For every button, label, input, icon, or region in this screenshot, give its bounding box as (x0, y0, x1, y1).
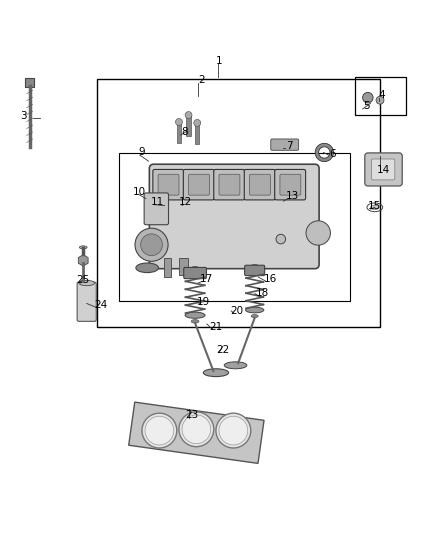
Text: 24: 24 (94, 300, 107, 310)
Text: 5: 5 (363, 101, 369, 111)
Bar (177, 122, 181, 143)
Ellipse shape (251, 314, 258, 318)
FancyBboxPatch shape (184, 169, 214, 200)
Text: 7: 7 (286, 141, 293, 150)
Bar (186, 115, 191, 136)
Text: 9: 9 (138, 148, 145, 157)
Bar (97, 79, 380, 327)
Text: 11: 11 (151, 197, 164, 207)
Circle shape (142, 413, 177, 448)
FancyBboxPatch shape (250, 174, 270, 195)
FancyBboxPatch shape (184, 268, 206, 279)
Circle shape (216, 413, 251, 448)
Circle shape (376, 96, 384, 104)
Text: 16: 16 (264, 273, 277, 284)
Circle shape (182, 415, 211, 443)
FancyBboxPatch shape (244, 169, 275, 200)
Text: 17: 17 (200, 273, 213, 284)
Text: 6: 6 (330, 149, 336, 159)
Bar (164, 258, 171, 277)
Text: 19: 19 (197, 297, 210, 307)
Text: 15: 15 (368, 201, 381, 212)
Circle shape (306, 221, 330, 245)
Text: 2: 2 (198, 75, 205, 85)
Circle shape (141, 234, 162, 256)
Text: 8: 8 (182, 127, 188, 138)
FancyBboxPatch shape (365, 153, 402, 186)
Text: 13: 13 (286, 191, 299, 201)
Circle shape (276, 235, 286, 244)
Text: 25: 25 (77, 276, 90, 286)
Ellipse shape (224, 362, 247, 369)
Polygon shape (129, 402, 264, 463)
FancyBboxPatch shape (271, 139, 299, 150)
Ellipse shape (371, 205, 379, 209)
FancyBboxPatch shape (280, 174, 301, 195)
FancyBboxPatch shape (149, 164, 319, 269)
Text: 12: 12 (178, 197, 192, 207)
Ellipse shape (185, 312, 205, 318)
FancyBboxPatch shape (275, 169, 306, 200)
FancyBboxPatch shape (371, 159, 395, 180)
Circle shape (145, 416, 174, 445)
FancyBboxPatch shape (77, 282, 96, 321)
FancyBboxPatch shape (144, 193, 169, 225)
Circle shape (219, 416, 248, 445)
Circle shape (363, 92, 373, 103)
Circle shape (179, 412, 214, 447)
Bar (195, 123, 199, 144)
Bar (25, 78, 34, 87)
Ellipse shape (79, 280, 95, 286)
Bar (355, 77, 406, 115)
FancyBboxPatch shape (245, 265, 265, 276)
Ellipse shape (246, 307, 264, 313)
Text: 4: 4 (379, 90, 385, 100)
Ellipse shape (191, 266, 199, 271)
Text: 14: 14 (377, 165, 390, 175)
Circle shape (176, 118, 183, 125)
FancyBboxPatch shape (158, 174, 179, 195)
Text: 21: 21 (209, 321, 222, 332)
Ellipse shape (191, 320, 199, 323)
Bar (179, 258, 187, 275)
Text: 20: 20 (231, 306, 244, 316)
Bar (119, 154, 350, 301)
Circle shape (185, 111, 192, 118)
Ellipse shape (203, 369, 229, 377)
Circle shape (194, 119, 201, 126)
Text: 23: 23 (185, 410, 199, 421)
Text: 1: 1 (215, 56, 223, 66)
Wedge shape (315, 143, 333, 161)
FancyBboxPatch shape (214, 169, 245, 200)
FancyBboxPatch shape (219, 174, 240, 195)
Ellipse shape (79, 246, 87, 249)
Text: 22: 22 (216, 345, 229, 355)
Ellipse shape (251, 264, 258, 269)
FancyBboxPatch shape (188, 174, 209, 195)
Text: 10: 10 (133, 187, 146, 197)
FancyBboxPatch shape (153, 169, 184, 200)
Text: 3: 3 (20, 111, 26, 122)
Text: 18: 18 (256, 288, 269, 298)
Ellipse shape (136, 263, 159, 272)
Circle shape (135, 228, 168, 261)
